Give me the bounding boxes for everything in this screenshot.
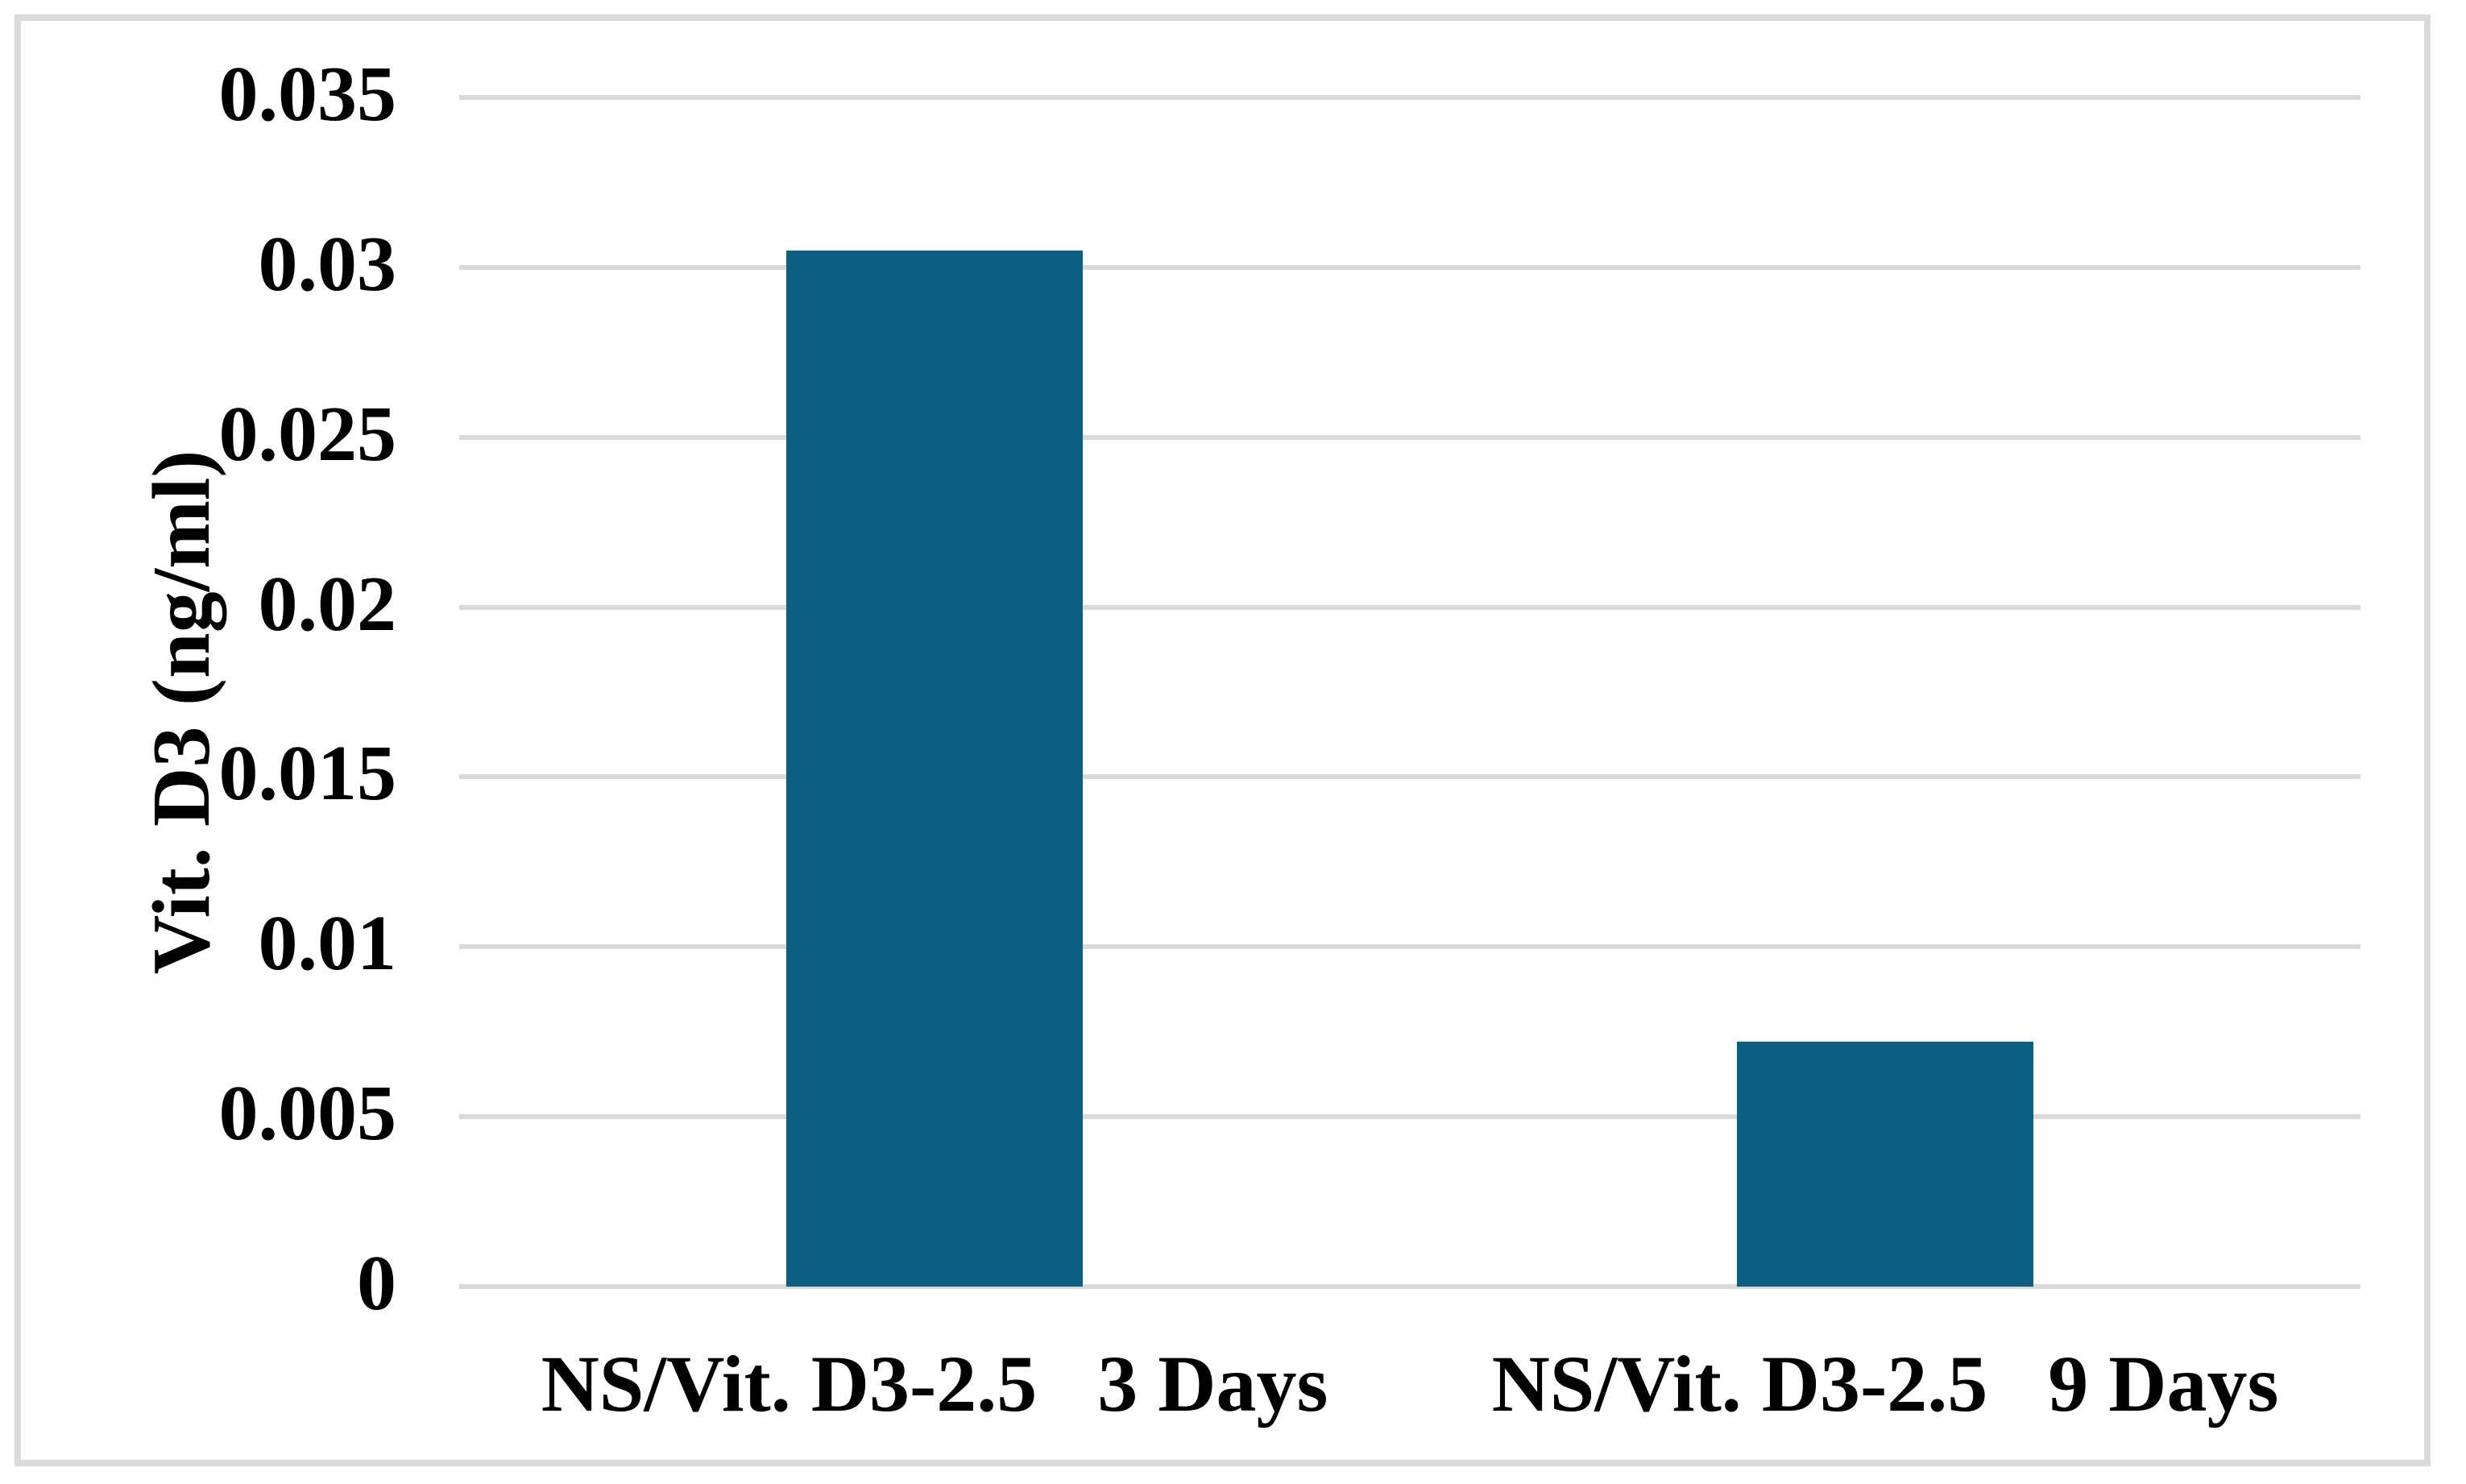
y-tick-label: 0.035 xyxy=(218,51,397,139)
y-tick-label: 0.01 xyxy=(258,900,397,988)
y-axis-title: Vit. D3 (ng/ml) xyxy=(136,450,227,975)
gridline-0.035 xyxy=(459,95,2360,100)
gridline-0.005 xyxy=(459,1114,2360,1120)
y-tick-label: 0.03 xyxy=(258,220,397,308)
gridline-0.03 xyxy=(459,264,2360,270)
y-tick-label: 0 xyxy=(357,1240,396,1328)
gridline-0 xyxy=(459,1284,2360,1289)
bar-1 xyxy=(786,251,1083,1287)
x-category-label-1: NS/Vit. D3-2.5 3 Days xyxy=(541,1339,1328,1428)
gridline-0.01 xyxy=(459,944,2360,950)
gridline-0.015 xyxy=(459,774,2360,780)
y-tick-label: 0.015 xyxy=(218,730,397,818)
y-tick-label: 0.02 xyxy=(258,560,397,648)
y-tick-label: 0.005 xyxy=(218,1070,397,1158)
gridline-0.02 xyxy=(459,604,2360,610)
bar-2 xyxy=(1737,1042,2033,1287)
chart-frame: Vit. D3 (ng/ml) 0 0.005 0.01 0.015 0.02 0.025… xyxy=(15,15,2431,1466)
x-category-label-2: NS/Vit. D3-2.5 9 Days xyxy=(1491,1339,2279,1428)
gridline-0.025 xyxy=(459,434,2360,440)
y-tick-label: 0.025 xyxy=(218,390,397,478)
